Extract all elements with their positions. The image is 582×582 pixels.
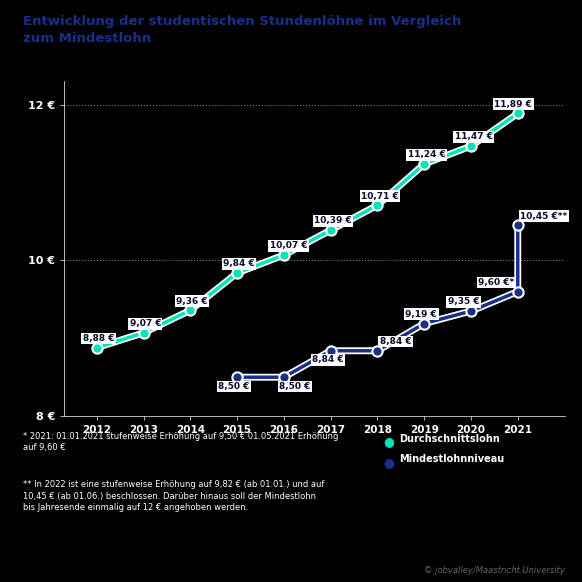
Text: ●: ● [383,456,394,469]
Point [326,346,335,356]
Point [92,343,101,352]
Point [373,346,382,356]
Point [466,306,475,315]
Point [513,109,523,118]
Text: 10,45 €**: 10,45 €** [520,212,567,221]
Text: 9,19 €: 9,19 € [406,310,437,319]
Text: © jobvalley/Maastricht University: © jobvalley/Maastricht University [424,566,565,575]
Text: 11,89 €: 11,89 € [494,100,533,109]
Point [373,201,382,210]
Text: ●: ● [383,435,394,448]
Point [232,372,242,382]
Text: Durchschnittslohn: Durchschnittslohn [399,434,499,443]
Text: 8,50 €: 8,50 € [218,382,250,391]
Point [513,287,523,296]
Point [186,306,195,315]
Text: Entwicklung der studentischen Stundenlöhne im Vergleich
zum Mindestlohn: Entwicklung der studentischen Stundenlöh… [23,15,462,45]
Point [466,141,475,151]
Point [279,250,289,260]
Point [420,159,429,169]
Point [326,225,335,235]
Point [420,319,429,328]
Text: 9,60 €*: 9,60 €* [478,278,514,287]
Text: 8,84 €: 8,84 € [312,356,343,364]
Text: 8,88 €: 8,88 € [83,334,114,343]
Text: 9,35 €: 9,35 € [448,297,479,306]
Text: ** In 2022 ist eine stufenweise Erhöhung auf 9,82 € (ab 01.01.) und auf
10,45 € : ** In 2022 ist eine stufenweise Erhöhung… [23,480,325,512]
Point [513,221,523,230]
Text: 9,07 €: 9,07 € [130,319,161,328]
Text: 10,71 €: 10,71 € [361,191,399,201]
Text: 8,50 €: 8,50 € [279,382,311,391]
Text: 10,39 €: 10,39 € [314,217,352,225]
Text: Mindestlohnniveau: Mindestlohnniveau [399,454,504,464]
Text: 8,84 €: 8,84 € [380,337,411,346]
Text: 9,84 €: 9,84 € [223,259,255,268]
Text: * 2021: 01.01.2021 stufenweise Erhöhung auf 9,50 € 01.05.2021 Erhöhung
auf 9,60 : * 2021: 01.01.2021 stufenweise Erhöhung … [23,432,339,452]
Text: 11,47 €: 11,47 € [455,133,492,141]
Point [139,328,148,338]
Text: 11,24 €: 11,24 € [408,150,446,159]
Text: 10,07 €: 10,07 € [270,242,307,250]
Point [279,372,289,382]
Point [232,268,242,278]
Text: 9,36 €: 9,36 € [176,297,208,306]
